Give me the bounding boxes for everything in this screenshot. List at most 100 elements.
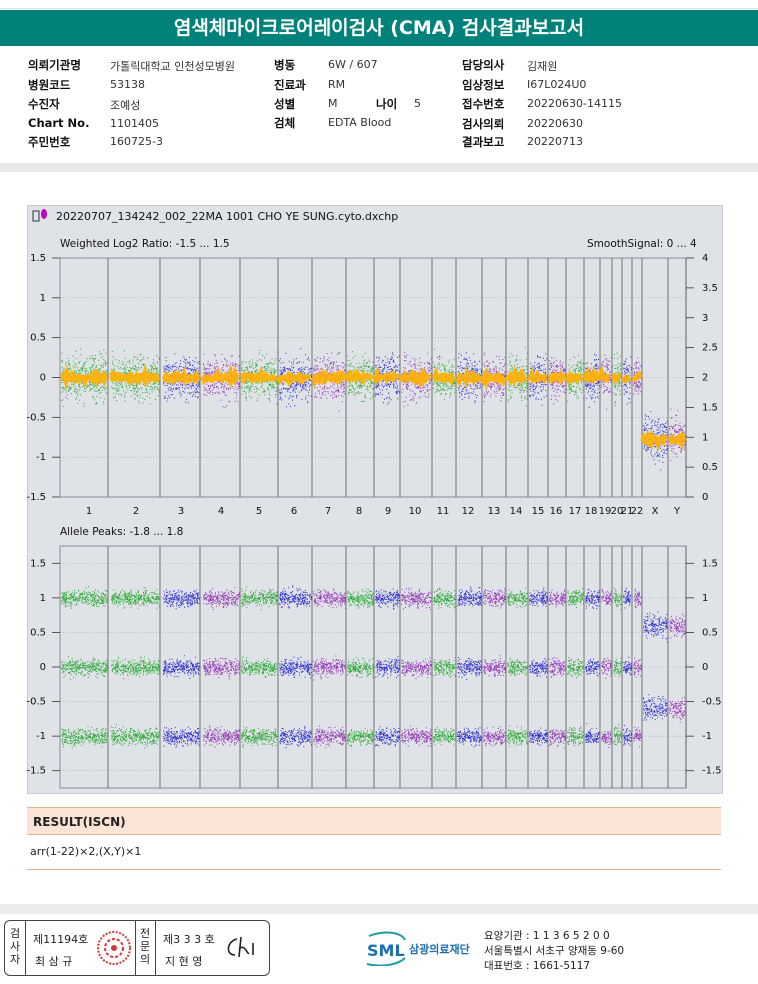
top-left-tick-label: 1.5 — [30, 253, 46, 264]
smooth-signal-line — [372, 365, 401, 387]
report-label: 결과보고 — [462, 135, 505, 149]
institution-code: 요양기관 : 1 1 3 6 5 2 0 0 — [484, 930, 610, 942]
allele-peak-points — [241, 586, 278, 611]
allele-peak-points — [279, 585, 312, 609]
seal-stamp-icon — [97, 931, 131, 965]
chart-value: 1101405 — [110, 117, 159, 130]
top-right-tick-label: 3.5 — [702, 283, 718, 294]
receipt-value: 20220630-14115 — [527, 97, 622, 110]
allele-peak-points — [401, 587, 432, 610]
allele-peak-points — [623, 656, 632, 676]
top-right-tick-label: 0 — [702, 492, 708, 503]
clinical-value: I67L024U0 — [527, 78, 587, 91]
signature-box: 검 사 자 제11194호 최 삼 규 전 문 의 제3 3 3 호 지 현 영 — [4, 920, 270, 976]
bottom-left-tick-label: -1 — [36, 731, 46, 742]
chromosome-label-5: 5 — [256, 506, 262, 517]
smooth-signal-line — [620, 374, 632, 384]
patient-value: 조예성 — [110, 99, 141, 112]
examiner-vertical-label: 검 사 자 — [9, 927, 21, 966]
top-right-tick-label: 4 — [702, 253, 708, 264]
allele-peak-points — [633, 589, 642, 609]
chromosome-label-15: 15 — [532, 506, 545, 517]
bottom-left-tick-label: 1 — [40, 593, 46, 604]
patient-label: 수진자 — [28, 97, 60, 111]
allele-peak-points — [457, 727, 482, 748]
ward-label: 병동 — [274, 58, 296, 72]
smooth-signal-line — [162, 366, 201, 387]
chromosome-label-2: 2 — [133, 506, 139, 517]
log2-points — [529, 353, 548, 406]
bottom-left-tick-label: 0 — [40, 662, 46, 673]
allele-peak-points — [375, 726, 400, 747]
chromosome-label-X: X — [652, 506, 659, 517]
chromosome-label-20: 20 — [611, 506, 624, 517]
allele-peak-points — [401, 725, 432, 747]
log2-points — [633, 357, 642, 395]
allele-peak-points — [279, 656, 312, 679]
allele-peak-points — [483, 726, 506, 747]
chromosome-label-7: 7 — [325, 506, 331, 517]
smooth-signal-line — [200, 364, 240, 389]
age-label: 나이 — [376, 97, 398, 111]
smooth-signal-line — [640, 429, 669, 452]
top-right-tick-label: 3 — [702, 313, 708, 324]
examiner-number: 제11194호 — [33, 933, 89, 946]
allele-peak-points — [601, 588, 612, 606]
allele-peak-points — [163, 589, 200, 610]
allele-peak-points — [163, 655, 200, 679]
allele-peak-points — [347, 727, 374, 747]
age-value: 5 — [414, 97, 421, 110]
chromosome-label-1: 1 — [86, 506, 92, 517]
chromosome-label-9: 9 — [385, 506, 391, 517]
allele-peak-points — [457, 657, 482, 681]
rrn-label: 주민번호 — [28, 135, 71, 149]
specialist-name: 지 현 영 — [165, 955, 203, 968]
allele-peak-points — [585, 658, 600, 677]
smooth-signal-line — [431, 366, 456, 387]
chromosome-label-10: 10 — [409, 506, 422, 517]
allele-peak-points — [313, 725, 346, 749]
allele-peak-points — [347, 657, 374, 679]
allele-peak-points — [529, 658, 548, 678]
allele-peak-points — [203, 725, 240, 748]
report-value: 20220713 — [527, 135, 583, 148]
bottom-right-tick-label: 1.5 — [702, 558, 718, 569]
signature-icon — [227, 936, 254, 958]
smooth-signal-line — [582, 364, 601, 385]
allele-peak-points — [669, 613, 686, 639]
allele-peak-points — [529, 587, 548, 607]
allele-peak-points — [375, 656, 400, 679]
chromosome-label-6: 6 — [291, 506, 297, 517]
top-left-tick-label: -1 — [36, 452, 46, 463]
allele-peak-points — [241, 656, 278, 678]
allele-peak-points — [61, 656, 108, 680]
log2-points — [163, 353, 200, 404]
allele-peak-points — [623, 725, 632, 746]
allele-peak-points — [585, 723, 600, 743]
smooth-signal-line — [108, 363, 161, 387]
chart-label: Chart No. — [28, 116, 90, 130]
smooth-signal-line — [480, 366, 507, 391]
allele-peak-points — [433, 727, 456, 746]
top-right-tick-label: 2.5 — [702, 343, 718, 354]
allele-peak-points — [633, 657, 642, 678]
sml-logo-icon: SML 삼광의료재단 — [366, 931, 470, 967]
receipt-label: 접수번호 — [462, 97, 505, 111]
smooth-signal-line — [546, 369, 567, 385]
allele-peak-points — [623, 588, 632, 609]
chromosome-label-8: 8 — [356, 506, 362, 517]
report-title: 염색체마이크로어레이검사 (CMA) 검사결과보고서 — [0, 10, 758, 46]
allele-peak-points — [163, 726, 200, 748]
sml-logo: SML 삼광의료재단 — [365, 930, 483, 970]
top-right-tick-label: 0.5 — [702, 462, 718, 473]
allele-peak-points — [601, 657, 612, 679]
chromosome-label-12: 12 — [462, 506, 475, 517]
top-left-tick-label: -0.5 — [26, 412, 46, 423]
allele-peak-points — [347, 588, 374, 609]
allele-peak-points — [567, 726, 584, 747]
plot-file-name: 20220707_134242_002_22MA 1001 CHO YE SUN… — [56, 210, 399, 223]
dept-value: RM — [328, 78, 346, 91]
address: 서울특별시 서초구 양재동 9-60 — [484, 945, 625, 957]
top-right-tick-label: 1 — [702, 432, 708, 443]
